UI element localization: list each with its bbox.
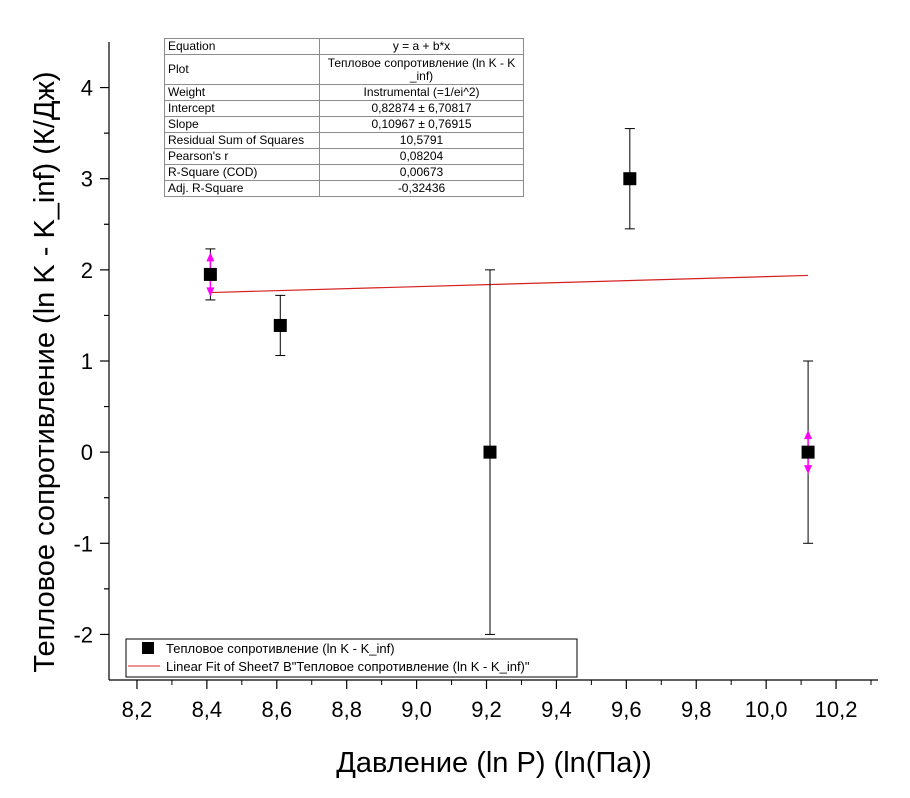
stats-key: Pearson's r <box>164 148 320 165</box>
stats-value: -0,32436 <box>319 180 524 197</box>
data-point-square <box>203 267 217 281</box>
linear-fit-layer <box>210 274 809 294</box>
y-tick-label: 1 <box>81 349 93 374</box>
stats-value: 0,00673 <box>319 164 524 181</box>
linear-fit-line <box>210 274 809 294</box>
data-point-square <box>483 445 497 459</box>
y-axis-ticks: -2 -1 0 1 2 3 4 <box>73 76 109 647</box>
y-tick-label: 2 <box>81 258 93 283</box>
y-tick-label: 3 <box>81 167 93 192</box>
stats-row: Slope 0,10967 ± 0,76915 <box>164 116 524 133</box>
legend: Тепловое сопротивление (ln K - K_inf) Li… <box>125 638 578 678</box>
stats-key: Weight <box>164 84 320 101</box>
stats-value: Тепловое сопротивление (ln K - K _inf) <box>319 54 524 85</box>
error-clip-arrow-down <box>206 287 215 297</box>
legend-label-series: Тепловое сопротивление (ln K - K_inf) <box>166 641 395 656</box>
y-tick-label: -2 <box>73 622 93 647</box>
x-tick-label: 9,0 <box>401 697 432 722</box>
y-axis-title: Тепловое сопротивление (ln K - K_inf) (К… <box>29 71 61 672</box>
stats-key: Plot <box>164 54 320 85</box>
stats-key: Equation <box>164 38 320 55</box>
stats-value: Instrumental (=1/ei^2) <box>319 84 524 101</box>
stats-row: Adj. R-Square -0,32436 <box>164 180 524 197</box>
legend-label-fit: Linear Fit of Sheet7 B"Тепловое сопротив… <box>166 659 530 674</box>
y-tick-label: 0 <box>81 440 93 465</box>
stats-row: R-Square (COD) 0,00673 <box>164 164 524 181</box>
stats-value: 0,08204 <box>319 148 524 165</box>
stats-key: Residual Sum of Squares <box>164 132 320 149</box>
stats-value: 0,82874 ± 6,70817 <box>319 100 524 117</box>
y-tick-label: -1 <box>73 531 93 556</box>
x-tick-label: 10,0 <box>745 697 788 722</box>
stats-row: Pearson's r 0,08204 <box>164 148 524 165</box>
x-tick-label: 8,2 <box>122 697 153 722</box>
stats-key: Intercept <box>164 100 320 117</box>
x-tick-label: 9,2 <box>471 697 502 722</box>
legend-marker-square <box>142 642 154 654</box>
stats-row: Equation y = a + b*x <box>164 38 524 55</box>
stats-value: 10,5791 <box>319 132 524 149</box>
x-axis-title: Давление (ln P) (ln(Па)) <box>336 747 651 779</box>
x-tick-label: 9,4 <box>541 697 572 722</box>
stats-key: Slope <box>164 116 320 133</box>
y-tick-label: 4 <box>81 76 93 101</box>
fit-statistics-table: Equation y = a + b*x Plot Тепловое сопро… <box>164 38 524 197</box>
stats-value: y = a + b*x <box>319 38 524 55</box>
data-points-layer <box>203 128 815 635</box>
stats-row: Residual Sum of Squares 10,5791 <box>164 132 524 149</box>
error-clip-arrow-up <box>206 252 215 262</box>
stats-row: Intercept 0,82874 ± 6,70817 <box>164 100 524 117</box>
data-point-square <box>623 172 637 186</box>
stats-row: Weight Instrumental (=1/ei^2) <box>164 84 524 101</box>
x-tick-label: 10,2 <box>815 697 858 722</box>
x-tick-label: 9,6 <box>611 697 642 722</box>
data-point-square <box>273 318 287 332</box>
x-tick-label: 8,8 <box>331 697 362 722</box>
error-clip-arrow-up <box>804 430 813 440</box>
stats-key: Adj. R-Square <box>164 180 320 197</box>
x-tick-label: 8,4 <box>192 697 223 722</box>
x-axis-ticks: 8,2 8,4 8,6 8,8 9,0 9,2 9,4 9,6 9,8 10,0 10,2 <box>122 680 872 722</box>
x-tick-label: 9,8 <box>681 697 712 722</box>
legend-box <box>125 638 578 678</box>
stats-value: 0,10967 ± 0,76915 <box>319 116 524 133</box>
stats-row: Plot Тепловое сопротивление (ln K - K _i… <box>164 54 524 85</box>
error-clip-arrow-down <box>804 465 813 475</box>
x-tick-label: 8,6 <box>261 697 292 722</box>
data-point-square <box>801 445 815 459</box>
stats-key: R-Square (COD) <box>164 164 320 181</box>
